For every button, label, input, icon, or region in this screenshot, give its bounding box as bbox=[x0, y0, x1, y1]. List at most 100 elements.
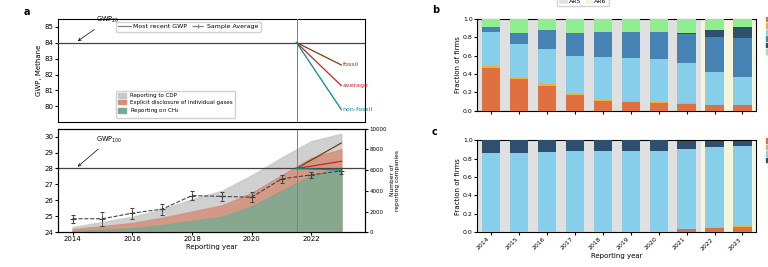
Bar bbox=[594, 57, 612, 100]
Bar bbox=[482, 153, 500, 232]
Bar bbox=[538, 86, 556, 111]
Bar bbox=[650, 32, 667, 59]
Bar bbox=[706, 227, 723, 228]
Bar bbox=[677, 141, 696, 148]
Bar bbox=[706, 141, 723, 147]
Bar bbox=[538, 30, 556, 49]
Bar bbox=[733, 38, 752, 77]
Bar bbox=[733, 18, 752, 28]
Bar bbox=[700, 19, 729, 111]
Bar bbox=[533, 19, 561, 111]
Bar bbox=[733, 146, 752, 226]
Bar bbox=[594, 101, 612, 111]
Bar bbox=[621, 32, 640, 58]
Bar bbox=[510, 80, 528, 111]
Bar bbox=[706, 105, 723, 111]
Bar bbox=[594, 32, 612, 57]
Bar bbox=[733, 28, 752, 38]
Legend: Second AR, Third AR, Fourth, Fifth AR, Sixth AR, Other: Second AR, Third AR, Fourth, Fifth AR, S… bbox=[765, 16, 768, 55]
Legend: 20 year, 50 year, 100 year, Other: 20 year, 50 year, 100 year, Other bbox=[765, 137, 768, 164]
Bar bbox=[733, 77, 752, 105]
Bar bbox=[733, 226, 752, 227]
Bar bbox=[565, 56, 584, 94]
Bar bbox=[673, 140, 700, 232]
Bar bbox=[706, 30, 723, 37]
Bar bbox=[677, 63, 696, 103]
Bar bbox=[561, 19, 589, 111]
Bar bbox=[706, 228, 723, 232]
Bar bbox=[510, 140, 528, 153]
Bar bbox=[677, 148, 696, 229]
Bar bbox=[650, 59, 667, 103]
Bar bbox=[706, 147, 723, 227]
Bar bbox=[538, 49, 556, 84]
Bar bbox=[706, 37, 723, 72]
Bar bbox=[561, 140, 589, 232]
Bar bbox=[700, 140, 729, 232]
Text: a: a bbox=[24, 7, 30, 17]
Bar bbox=[589, 140, 617, 232]
X-axis label: Reporting year: Reporting year bbox=[591, 253, 642, 259]
Bar bbox=[477, 140, 505, 232]
Bar bbox=[677, 19, 696, 33]
Bar bbox=[589, 19, 617, 111]
Bar bbox=[482, 32, 500, 66]
Bar bbox=[594, 140, 612, 151]
Bar bbox=[510, 78, 528, 80]
Bar bbox=[706, 18, 723, 30]
Bar bbox=[565, 19, 584, 33]
Bar bbox=[733, 227, 752, 232]
Bar bbox=[617, 19, 644, 111]
Bar bbox=[482, 27, 500, 32]
Bar bbox=[533, 140, 561, 232]
Bar bbox=[706, 72, 723, 105]
Text: fossil: fossil bbox=[343, 62, 359, 68]
Bar bbox=[617, 140, 644, 232]
Bar bbox=[621, 151, 640, 232]
Text: average: average bbox=[343, 83, 369, 88]
Bar bbox=[650, 140, 667, 151]
X-axis label: Reporting year: Reporting year bbox=[186, 244, 237, 250]
Bar bbox=[733, 141, 752, 146]
Bar bbox=[594, 151, 612, 232]
Bar bbox=[650, 19, 667, 32]
Y-axis label: Fraction of firms: Fraction of firms bbox=[455, 158, 462, 215]
Bar bbox=[621, 140, 640, 151]
Bar bbox=[510, 33, 528, 44]
Bar bbox=[644, 19, 673, 111]
Bar bbox=[565, 95, 584, 111]
Bar bbox=[650, 103, 667, 111]
Y-axis label: Number of
reporting companies: Number of reporting companies bbox=[389, 150, 400, 211]
Bar bbox=[733, 105, 752, 111]
Text: non-fossil: non-fossil bbox=[343, 107, 373, 112]
Bar bbox=[482, 68, 500, 111]
Bar bbox=[565, 94, 584, 95]
Bar bbox=[621, 58, 640, 101]
Bar bbox=[482, 19, 500, 27]
Bar bbox=[505, 140, 533, 232]
Bar bbox=[505, 19, 533, 111]
Bar bbox=[621, 19, 640, 32]
Bar bbox=[565, 140, 584, 151]
Bar bbox=[594, 19, 612, 32]
Legend: Most recent GWP, Sample Average: Most recent GWP, Sample Average bbox=[116, 22, 260, 32]
Bar bbox=[677, 229, 696, 232]
Bar bbox=[477, 19, 505, 111]
Bar bbox=[510, 19, 528, 33]
Bar bbox=[729, 19, 756, 111]
Text: c: c bbox=[432, 127, 438, 137]
Text: GWP$_{100}$: GWP$_{100}$ bbox=[78, 134, 123, 166]
Bar bbox=[510, 44, 528, 78]
Bar bbox=[565, 151, 584, 232]
Y-axis label: GWP, Methane: GWP, Methane bbox=[35, 45, 41, 96]
Bar bbox=[594, 100, 612, 101]
Bar bbox=[650, 151, 667, 232]
Text: b: b bbox=[432, 5, 439, 15]
Bar bbox=[565, 33, 584, 56]
Bar bbox=[644, 140, 673, 232]
Bar bbox=[510, 153, 528, 232]
Bar bbox=[677, 33, 696, 34]
Bar bbox=[538, 152, 556, 232]
Bar bbox=[677, 104, 696, 111]
Bar bbox=[729, 140, 756, 232]
